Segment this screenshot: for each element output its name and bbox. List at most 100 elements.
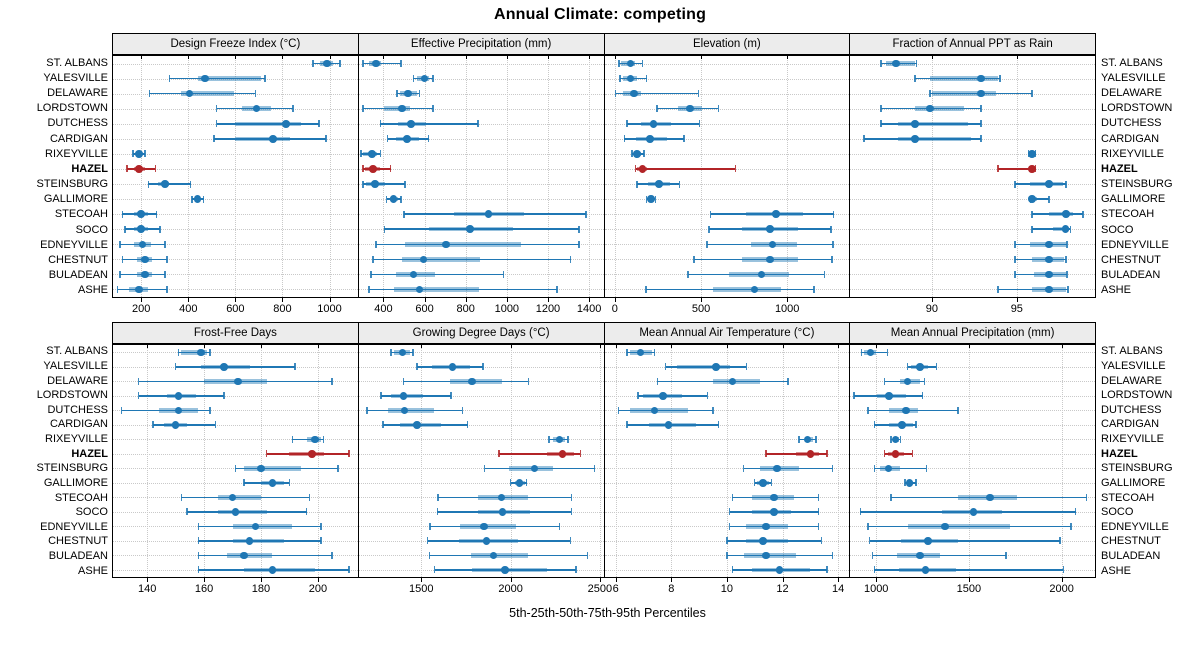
cap-95th	[569, 255, 572, 263]
cap-95th	[980, 120, 982, 128]
cap-5th	[382, 421, 384, 429]
axis-tick	[782, 578, 784, 582]
axis-tick-top	[876, 345, 878, 348]
site-label-buladean: BULADEAN	[48, 269, 108, 282]
site-label-right-stecoah: STECOAH	[1101, 208, 1155, 221]
site-label-gallimore: GALLIMORE	[43, 193, 108, 206]
site-label-rixeyville: RIXEYVILLE	[45, 433, 108, 446]
cap-95th	[980, 135, 982, 143]
range-5-95	[872, 554, 1006, 556]
cap-95th	[288, 479, 291, 487]
cap-5th	[631, 150, 633, 158]
median-dot	[268, 479, 277, 487]
median-dot	[638, 165, 647, 173]
gridline-v	[188, 56, 190, 297]
cap-5th	[860, 348, 863, 356]
gridline-v	[383, 56, 385, 297]
gridline-h	[604, 153, 850, 155]
range-5-95	[874, 467, 927, 469]
gridline-v	[317, 345, 319, 577]
gridline-h	[850, 482, 1095, 484]
median-dot	[1028, 150, 1036, 158]
cap-5th	[883, 377, 886, 385]
axis-tick-top	[235, 56, 237, 59]
median-dot	[766, 225, 774, 233]
median-dot	[626, 59, 635, 68]
axis-tick	[465, 298, 467, 302]
median-dot	[1045, 270, 1053, 279]
site-label-steinsburg: STEINSBURG	[36, 462, 108, 475]
cap-95th	[678, 180, 681, 188]
gridline-h	[850, 63, 1095, 65]
gridline-h	[850, 381, 1095, 383]
axis-tick	[838, 578, 840, 582]
median-dot	[308, 450, 316, 458]
axis-tick	[204, 578, 206, 582]
gridline-h	[113, 410, 358, 412]
cap-5th	[726, 537, 728, 545]
axis-tick-label: 6	[612, 583, 619, 595]
median-dot	[768, 240, 777, 249]
cap-95th	[641, 60, 644, 68]
median-dot	[770, 508, 778, 516]
cap-5th	[880, 105, 882, 113]
median-dot	[197, 348, 205, 356]
panel-elevation-m	[603, 55, 851, 298]
axis-tick	[424, 298, 426, 302]
cap-5th	[880, 120, 882, 128]
strip-mean-annual-precipitation-mm: Mean Annual Precipitation (mm)	[849, 322, 1096, 344]
cap-95th	[899, 435, 902, 443]
cap-95th	[482, 363, 484, 371]
axis-tick-label: 600	[415, 303, 434, 315]
site-label-right-buladean: BULADEAN	[1101, 550, 1161, 563]
axis-tick-top	[141, 56, 143, 59]
range-25-75	[743, 553, 797, 558]
cap-5th	[148, 90, 151, 98]
site-label-ashe: ASHE	[78, 284, 108, 297]
strip-elevation-m: Elevation (m)	[603, 33, 851, 55]
gridline-v	[1016, 56, 1018, 297]
axis-tick	[968, 578, 970, 582]
axis-tick-label: 2000	[498, 583, 523, 595]
cap-5th	[186, 508, 188, 516]
range-25-75	[218, 495, 261, 500]
median-dot	[498, 508, 507, 516]
median-dot	[1028, 165, 1036, 173]
median-dot	[193, 195, 202, 203]
axis-tick	[141, 298, 143, 302]
range-5-95	[637, 395, 708, 397]
axis-tick	[260, 578, 262, 582]
range-25-75	[405, 242, 522, 247]
cap-5th	[197, 522, 200, 530]
range-5-95	[484, 467, 595, 469]
cap-95th	[404, 180, 406, 188]
range-25-75	[181, 350, 207, 355]
cap-95th	[525, 479, 528, 487]
cap-5th	[360, 150, 362, 158]
cap-5th	[798, 435, 800, 443]
site-label-soco: SOCO	[75, 223, 108, 236]
panel-frost-free-days	[112, 344, 359, 578]
cap-95th	[567, 435, 569, 443]
cap-95th	[320, 537, 322, 545]
site-label-cardigan: CARDIGAN	[49, 132, 108, 145]
cap-95th	[921, 392, 924, 400]
cap-5th	[929, 90, 931, 98]
cap-95th	[166, 255, 168, 263]
median-dot	[646, 135, 654, 143]
cap-5th	[618, 60, 620, 68]
cap-5th	[859, 508, 862, 516]
range-5-95	[998, 288, 1068, 291]
gridline-h	[358, 395, 604, 397]
gridline-h	[358, 168, 604, 170]
site-label-right-lordstown: LORDSTOWN	[1101, 389, 1173, 402]
axis-tick	[421, 578, 423, 582]
cap-5th	[853, 392, 855, 400]
axis-tick-label: 0	[611, 303, 618, 315]
cap-5th	[906, 363, 909, 371]
gridline-h	[604, 108, 850, 110]
gridline-v	[787, 56, 789, 297]
axis-tick	[547, 298, 549, 302]
cap-95th	[830, 225, 832, 233]
cap-5th	[180, 493, 183, 501]
